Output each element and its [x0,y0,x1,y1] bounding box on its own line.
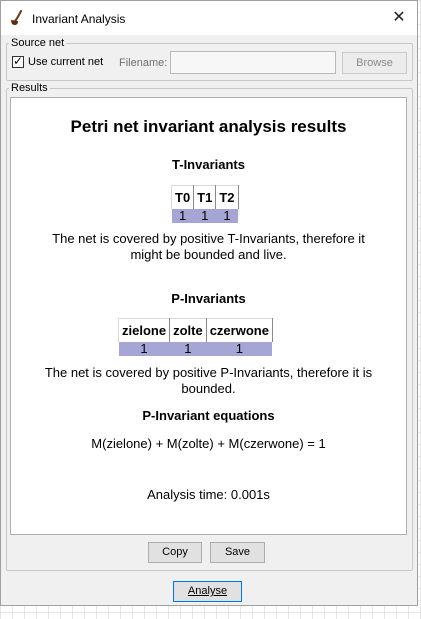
results-title: Petri net invariant analysis results [70,117,347,136]
table-cell: 1 [171,209,194,223]
t-invariants-table: T0 T1 T2 1 1 1 [170,185,239,223]
use-current-net-label[interactable]: Use current net [28,56,104,68]
t-invariants-message-line2: might be bounded and live. [130,247,287,262]
copy-button[interactable]: Copy [148,542,202,563]
filename-input[interactable] [170,51,336,74]
window-title: Invariant Analysis [32,12,126,26]
source-net-legend: Source net [11,37,65,49]
p-invariants-message-line2: bounded. [181,381,236,396]
table-header: czerwone [205,318,273,342]
title-bar[interactable]: Invariant Analysis ✕ [1,1,417,35]
table-header: T1 [193,185,217,209]
table-cell: 1 [169,342,207,356]
analyse-button[interactable]: Analyse [173,581,242,602]
table-header: zolte [169,318,207,342]
browse-button[interactable]: Browse [342,52,407,74]
table-header: T0 [170,185,195,209]
p-invariants-heading: P-Invariants [171,291,246,306]
results-panel[interactable]: Petri net invariant analysis results T-I… [10,97,407,535]
p-invariants-message-line1: The net is covered by positive P-Invaria… [44,365,373,380]
t-invariants-heading: T-Invariants [172,157,245,172]
table-header: zielone [117,318,171,342]
source-net-group: Source net [6,37,413,81]
table-cell: 1 [206,342,273,356]
table-cell: 1 [215,209,239,223]
use-current-net-checkbox[interactable]: ✓ [12,54,24,68]
equations-heading: P-Invariant equations [142,408,275,423]
close-icon[interactable]: ✕ [392,9,406,26]
p-invariant-equation: M(zielone) + M(zolte) + M(czerwone) = 1 [91,436,326,451]
results-group: Results [6,82,413,571]
save-button[interactable]: Save [210,542,265,563]
analyse-button-label: Analyse [187,585,228,597]
p-invariants-table: zielone zolte czerwone 1 1 1 [117,318,273,356]
pipe-app-icon [11,10,22,25]
t-invariants-message-line1: The net is covered by positive T-Invaria… [52,231,365,246]
results-legend: Results [11,82,48,94]
filename-label: Filename: [119,57,168,69]
table-cell: 1 [193,209,216,223]
table-header: T2 [215,185,239,209]
table-cell: 1 [118,342,170,356]
analysis-time: Analysis time: 0.001s [147,487,270,502]
checkmark-icon: ✓ [13,54,24,68]
